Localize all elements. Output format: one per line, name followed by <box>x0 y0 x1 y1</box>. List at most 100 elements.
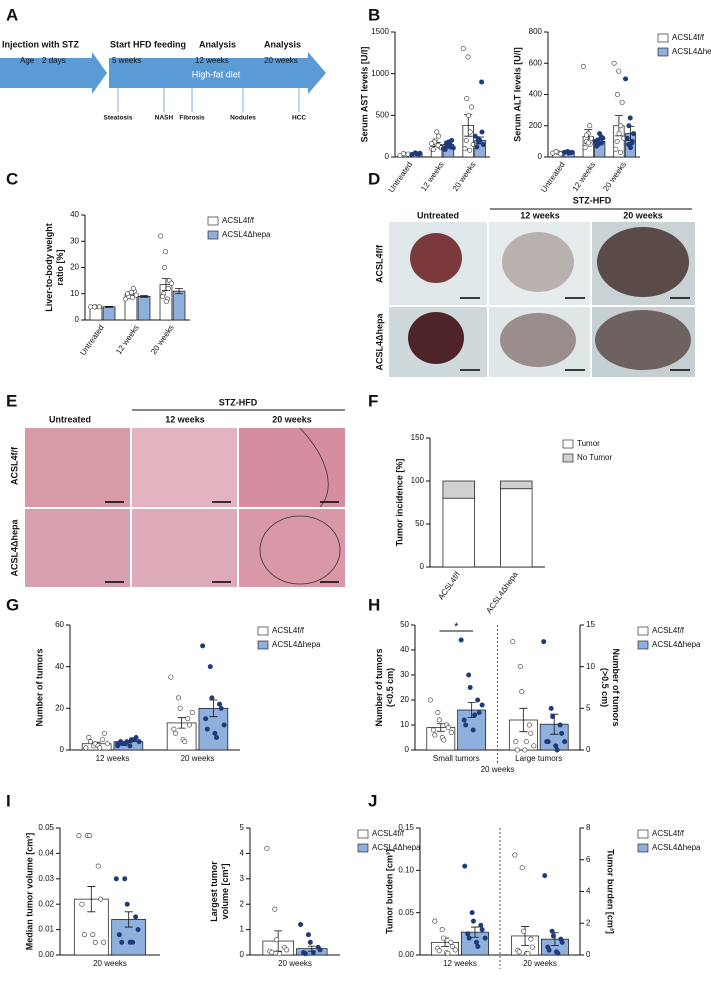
stage-label: Fibrosis <box>179 115 205 122</box>
data-point <box>429 141 435 147</box>
data-point <box>218 705 224 711</box>
data-point <box>466 672 472 678</box>
data-point <box>214 734 220 740</box>
data-point <box>466 935 472 941</box>
bar <box>102 306 116 321</box>
panel-label: C <box>6 169 18 188</box>
data-point <box>512 852 518 858</box>
x-tick-label: Untreated <box>387 160 415 194</box>
tick-label: 3 <box>240 874 245 883</box>
legend-label: ACSL4Δhepa <box>272 640 321 649</box>
bar-segment <box>442 497 475 568</box>
row-header: ACSL4Δhepa <box>9 519 19 577</box>
data-point <box>95 863 101 869</box>
tick-label: 0.00 <box>398 950 414 959</box>
axis-title: Liver-to-body weight <box>44 223 54 312</box>
data-point <box>525 950 531 956</box>
tick-label: 50 <box>415 519 424 528</box>
legend-label: Tumor <box>577 439 600 448</box>
tick-label: 2 <box>240 899 245 908</box>
data-point <box>463 137 469 143</box>
data-point <box>439 927 445 933</box>
panel-label: E <box>6 391 17 410</box>
data-point <box>617 149 623 155</box>
x-tick-label: 20 weeks <box>523 959 557 968</box>
axis-title: Serum AST levels [U/l] <box>359 47 369 143</box>
tick-label: 0 <box>405 745 410 754</box>
column-header: 12 weeks <box>520 210 560 220</box>
data-point <box>461 717 467 723</box>
row-header: ACSL4f/f <box>9 446 19 485</box>
tick-label: 0 <box>538 152 543 161</box>
data-point <box>475 944 481 950</box>
data-point <box>307 939 313 945</box>
data-point <box>469 910 475 916</box>
stage-label: HCC <box>292 115 306 122</box>
event-label: Injection with STZ <box>2 39 79 49</box>
error-bar <box>105 305 114 308</box>
error-bar <box>436 723 445 732</box>
legend-label: ACSL4f/f <box>672 33 705 42</box>
data-point <box>470 918 476 924</box>
legend-swatch <box>637 626 649 636</box>
legend-label: ACSL4f/f <box>652 626 685 635</box>
data-point <box>619 99 625 105</box>
bar <box>172 290 186 321</box>
bar-segment <box>500 480 533 490</box>
tick-label: 5 <box>586 703 591 712</box>
data-point <box>449 944 455 950</box>
data-point <box>91 304 97 310</box>
significance-label: * <box>454 621 459 633</box>
data-point <box>128 289 134 295</box>
data-point <box>122 876 128 882</box>
tick-label: 10 <box>70 289 79 298</box>
data-point <box>305 932 311 938</box>
error-bar <box>470 926 479 938</box>
data-point <box>129 295 135 301</box>
legend-swatch <box>657 47 669 57</box>
data-point <box>163 299 169 305</box>
tick-label: 0 <box>60 745 65 754</box>
bar-segment <box>442 480 475 499</box>
data-point <box>475 697 481 703</box>
data-point <box>526 722 532 728</box>
data-point <box>436 133 442 139</box>
data-point <box>580 63 586 69</box>
data-point <box>452 947 458 953</box>
column-header: 20 weeks <box>272 414 312 424</box>
event-label: Start HFD feeding <box>110 39 186 49</box>
data-point <box>317 947 323 953</box>
legend-label: No Tumor <box>577 453 612 462</box>
tick-label: 4 <box>586 887 591 896</box>
legend-label: ACSL4Δhepa <box>372 843 421 852</box>
data-point <box>217 701 223 707</box>
tick-label: 400 <box>529 90 543 99</box>
column-header: Untreated <box>417 210 459 220</box>
axis-title: Median tumor volume [cm³] <box>24 833 34 951</box>
data-point <box>298 922 304 928</box>
data-point <box>529 944 535 950</box>
row-header: ACSL4Δhepa <box>374 313 384 371</box>
data-point <box>119 939 125 945</box>
data-point <box>464 96 470 102</box>
data-point <box>465 54 471 60</box>
panel-label: H <box>368 595 380 614</box>
data-point <box>302 951 308 957</box>
tick-label: 0.15 <box>398 823 414 832</box>
data-point <box>135 927 141 933</box>
data-point <box>531 743 537 749</box>
x-tick-label: 12 weeks <box>571 160 598 193</box>
data-point <box>528 730 534 736</box>
data-point <box>133 914 139 920</box>
data-point <box>160 293 166 299</box>
x-tick-label: 12 weeks <box>96 754 130 763</box>
data-point <box>83 745 89 751</box>
data-point <box>400 151 406 157</box>
data-point <box>479 927 485 933</box>
data-point <box>136 739 142 745</box>
tick-label: 10 <box>400 720 409 729</box>
data-point <box>594 143 600 149</box>
data-point <box>631 131 637 137</box>
data-point <box>629 140 635 146</box>
axis-title: volume [cm³] <box>220 863 230 919</box>
